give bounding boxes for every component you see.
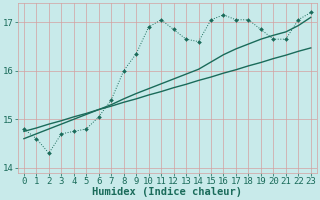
X-axis label: Humidex (Indice chaleur): Humidex (Indice chaleur) — [92, 187, 242, 197]
